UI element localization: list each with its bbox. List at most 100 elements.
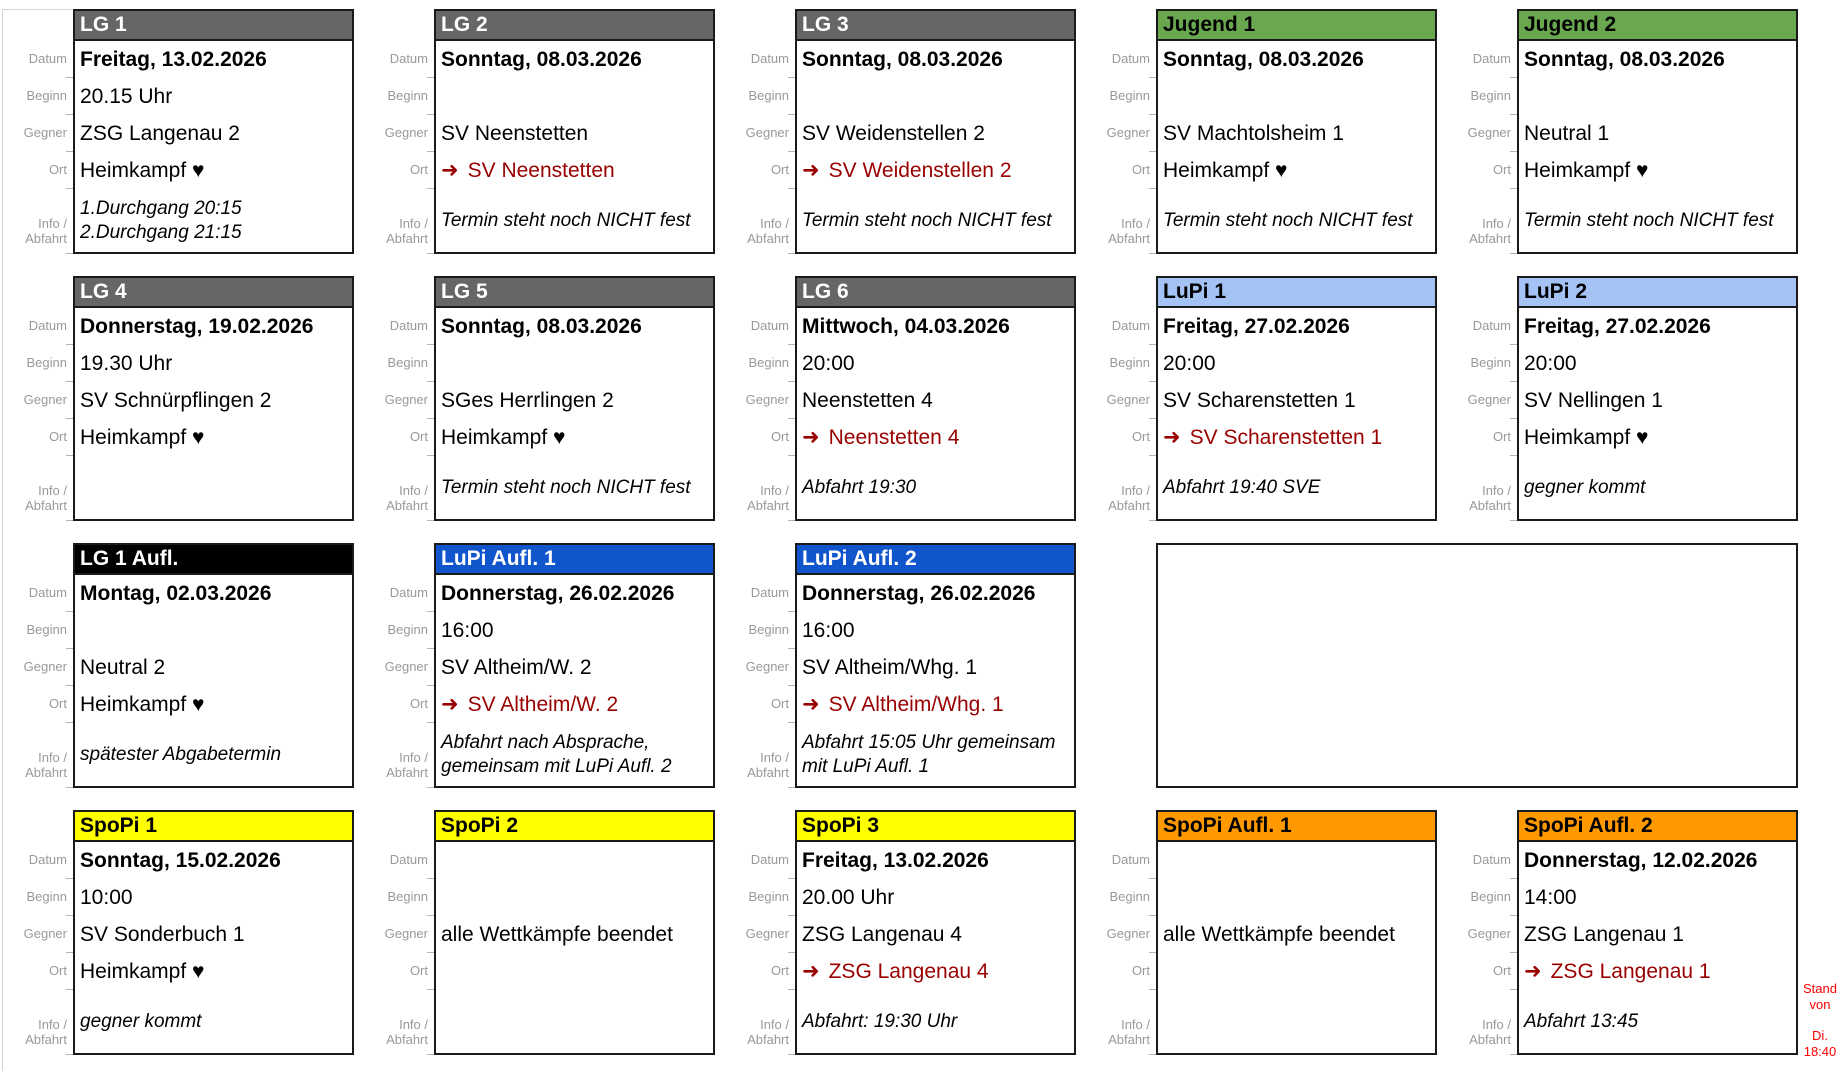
label-info-abfahrt: Info / Abfahrt bbox=[361, 456, 434, 521]
row-gegner: Neutral 2 bbox=[80, 655, 166, 679]
row-beginn bbox=[1158, 78, 1435, 115]
label-info-line1: Info / bbox=[760, 216, 789, 232]
schedule-cell: Datum Beginn Gegner Ort Info / Abfahrt Jugend … bbox=[1083, 9, 1444, 276]
row-datum: Sonntag, 08.03.2026 bbox=[1524, 47, 1725, 71]
label-gegner: Gegner bbox=[0, 382, 73, 419]
label-ort: Ort bbox=[361, 152, 434, 189]
row-beginn: 19.30 Uhr bbox=[80, 351, 173, 375]
schedule-cell: Datum Beginn Gegner Ort Info / Abfahrt SpoPi 2… bbox=[361, 810, 722, 1077]
label-info-line2: Abfahrt bbox=[1108, 230, 1150, 246]
schedule-cell: Datum Beginn Gegner Ort Info / Abfahrt Jugend … bbox=[1444, 9, 1805, 276]
schedule-cell: Datum Beginn Gegner Ort Info / Abfahrt LG 1 Au… bbox=[0, 543, 361, 810]
card-header-lg-2: LG 2 bbox=[436, 11, 713, 41]
label-datum: Datum bbox=[722, 575, 795, 612]
schedule-cell: Datum Beginn Gegner Ort Info / Abfahrt LG 3 Son… bbox=[722, 9, 1083, 276]
label-info-line2: Abfahrt bbox=[747, 1031, 789, 1047]
row-info-abfahrt: Termin steht noch NICHT fest bbox=[1519, 189, 1796, 252]
row-info-abfahrt: Abfahrt 19:40 SVE bbox=[1158, 456, 1435, 519]
schedule-cell: Datum Beginn Gegner Ort Info / Abfahrt SpoPi A… bbox=[1444, 810, 1805, 1077]
arrow-right-icon: ➜ bbox=[802, 693, 820, 716]
info-line: gegner kommt bbox=[80, 1010, 202, 1032]
label-beginn: Beginn bbox=[722, 879, 795, 916]
label-datum: Datum bbox=[1444, 842, 1517, 879]
row-info-abfahrt: Abfahrt 15:05 Uhr gemeinsam mit LuPi Aufl… bbox=[797, 723, 1074, 786]
label-info-line1: Info / bbox=[1121, 216, 1150, 232]
info-line: mit LuPi Aufl. 1 bbox=[802, 755, 930, 777]
card-title: LG 4 bbox=[80, 280, 127, 303]
row-gegner: SV Schnürpflingen 2 bbox=[80, 388, 272, 412]
label-info-line1: Info / bbox=[399, 483, 428, 499]
card-title: SpoPi 2 bbox=[441, 814, 519, 837]
card-header-lg-3: LG 3 bbox=[797, 11, 1074, 41]
label-ort: Ort bbox=[722, 152, 795, 189]
label-datum: Datum bbox=[361, 308, 434, 345]
label-info-abfahrt: Info / Abfahrt bbox=[361, 723, 434, 788]
row-ort: Heimkampf ♥ bbox=[80, 425, 205, 449]
label-gegner: Gegner bbox=[722, 649, 795, 686]
label-beginn: Beginn bbox=[0, 879, 73, 916]
info-line: 2.Durchgang 21:15 bbox=[80, 221, 242, 243]
label-info-abfahrt: Info / Abfahrt bbox=[722, 456, 795, 521]
info-line: Termin steht noch NICHT fest bbox=[441, 209, 691, 231]
label-gegner: Gegner bbox=[361, 382, 434, 419]
row-info-abfahrt: Termin steht noch NICHT fest bbox=[436, 456, 713, 519]
match-card-lg-5: LG 5 Sonntag, 08.03.2026 SGes Herrlingen 2… bbox=[434, 276, 715, 521]
card-header-jugend-1: Jugend 1 bbox=[1158, 11, 1435, 41]
label-datum: Datum bbox=[722, 308, 795, 345]
label-datum: Datum bbox=[0, 842, 73, 879]
label-beginn: Beginn bbox=[361, 78, 434, 115]
label-info-abfahrt: Info / Abfahrt bbox=[1444, 189, 1517, 254]
info-line: Abfahrt 19:40 SVE bbox=[1163, 476, 1321, 498]
card-title: LG 1 Aufl. bbox=[80, 547, 179, 570]
row-info-abfahrt: Abfahrt nach Absprache, gemeinsam mit LuP… bbox=[436, 723, 713, 786]
label-column: Datum Beginn Gegner Ort Info / Abfahrt bbox=[361, 9, 434, 254]
row-datum: Sonntag, 08.03.2026 bbox=[441, 47, 642, 71]
row-ort: ➜ Neenstetten 4 bbox=[797, 419, 1074, 456]
info-line: Termin steht noch NICHT fest bbox=[441, 476, 691, 498]
label-beginn: Beginn bbox=[0, 612, 73, 649]
card-header-spopi-aufl-1: SpoPi Aufl. 1 bbox=[1158, 812, 1435, 842]
card-title: LG 1 bbox=[80, 13, 127, 36]
arrow-right-icon: ➜ bbox=[802, 159, 820, 182]
row-gegner: SV Scharenstetten 1 bbox=[1163, 388, 1356, 412]
label-column: Datum Beginn Gegner Ort Info / Abfahrt bbox=[361, 543, 434, 788]
schedule-cell: Datum Beginn Gegner Ort Info / Abfahrt LG 4 Don… bbox=[0, 276, 361, 543]
label-datum: Datum bbox=[1444, 308, 1517, 345]
schedule-cell: Datum Beginn Gegner Ort Info / Abfahrt SpoPi 1… bbox=[0, 810, 361, 1077]
label-ort: Ort bbox=[1444, 953, 1517, 990]
row-beginn: 20:00 bbox=[1524, 351, 1577, 375]
label-gegner: Gegner bbox=[1083, 916, 1156, 953]
label-datum: Datum bbox=[1083, 842, 1156, 879]
ort-away-text: SV Altheim/Whg. 1 bbox=[828, 692, 1004, 716]
label-info-line1: Info / bbox=[38, 483, 67, 499]
match-card-lg-2: LG 2 Sonntag, 08.03.2026 SV Neenstetten ➜ SV… bbox=[434, 9, 715, 254]
card-header-spopi-3: SpoPi 3 bbox=[797, 812, 1074, 842]
label-gegner: Gegner bbox=[361, 115, 434, 152]
label-gegner: Gegner bbox=[361, 649, 434, 686]
label-info-line1: Info / bbox=[760, 483, 789, 499]
row-gegner: alle Wettkämpfe beendet bbox=[1163, 922, 1395, 946]
label-info-abfahrt: Info / Abfahrt bbox=[0, 189, 73, 254]
label-info-abfahrt: Info / Abfahrt bbox=[1083, 990, 1156, 1055]
row-gegner: SV Machtolsheim 1 bbox=[1163, 121, 1344, 145]
label-column: Datum Beginn Gegner Ort Info / Abfahrt bbox=[0, 543, 73, 788]
row-info-abfahrt: Termin steht noch NICHT fest bbox=[1158, 189, 1435, 252]
card-header-spopi-1: SpoPi 1 bbox=[75, 812, 352, 842]
label-ort: Ort bbox=[361, 419, 434, 456]
label-ort: Ort bbox=[361, 686, 434, 723]
label-ort: Ort bbox=[1444, 152, 1517, 189]
row-datum: Donnerstag, 12.02.2026 bbox=[1524, 848, 1758, 872]
schedule-cell: Datum Beginn Gegner Ort Info / Abfahrt LuPi Au… bbox=[722, 543, 1083, 810]
label-beginn: Beginn bbox=[361, 345, 434, 382]
row-datum: Donnerstag, 26.02.2026 bbox=[441, 581, 675, 605]
label-info-line2: Abfahrt bbox=[1108, 1031, 1150, 1047]
label-column: Datum Beginn Gegner Ort Info / Abfahrt bbox=[1444, 9, 1517, 254]
label-column: Datum Beginn Gegner Ort Info / Abfahrt bbox=[1083, 276, 1156, 521]
info-line: gegner kommt bbox=[1524, 476, 1646, 498]
label-column: Datum Beginn Gegner Ort Info / Abfahrt bbox=[0, 276, 73, 521]
row-gegner: SV Nellingen 1 bbox=[1524, 388, 1663, 412]
label-info-abfahrt: Info / Abfahrt bbox=[722, 189, 795, 254]
info-line: Termin steht noch NICHT fest bbox=[1163, 209, 1413, 231]
card-header-lupi-aufl-2: LuPi Aufl. 2 bbox=[797, 545, 1074, 575]
label-info-line2: Abfahrt bbox=[386, 497, 428, 513]
